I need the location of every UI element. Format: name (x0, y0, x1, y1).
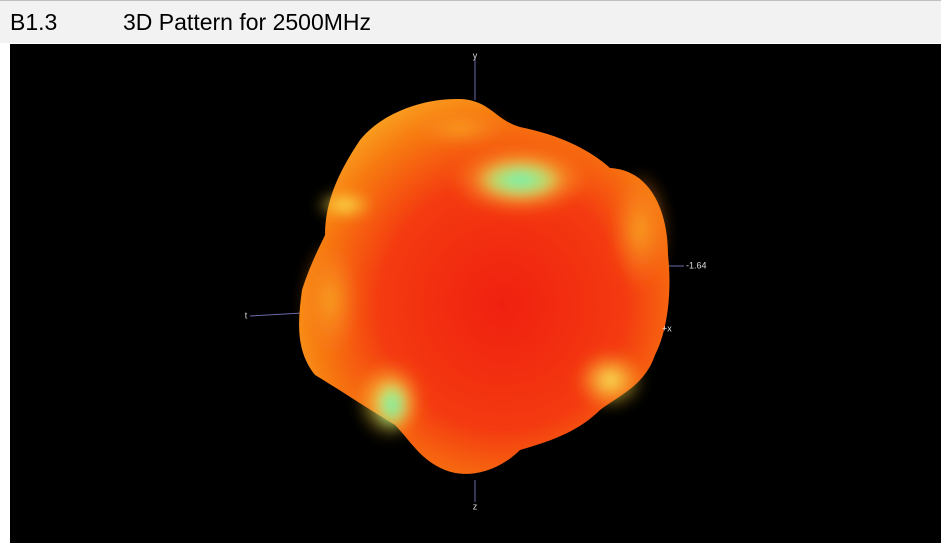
axis-label: t (245, 310, 248, 320)
section-title: 3D Pattern for 2500MHz (123, 9, 372, 35)
section-number: B1.3 (10, 9, 58, 35)
axis-label: y (473, 50, 478, 60)
pattern-figure: y t +x z -1.64 (10, 44, 941, 543)
scale-label: -1.64 (686, 260, 707, 270)
pattern-highlights (300, 110, 670, 440)
axis-label: +x (662, 323, 672, 333)
axis-label: z (473, 501, 478, 511)
section-header: B1.3 3D Pattern for 2500MHz (0, 0, 941, 43)
